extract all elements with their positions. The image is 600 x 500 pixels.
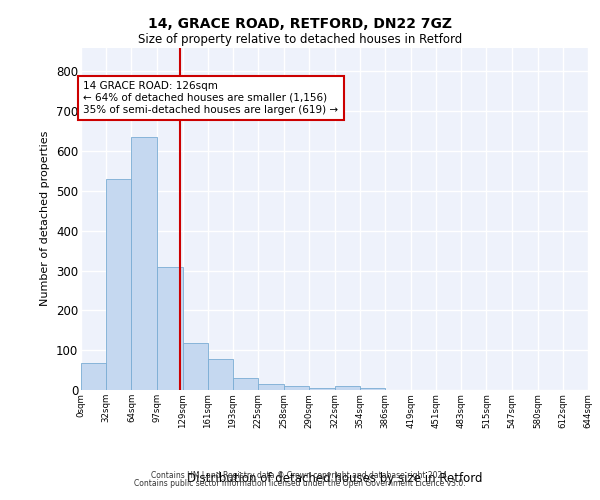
Bar — [182, 343, 208, 390]
Bar — [284, 386, 310, 390]
Bar — [81, 364, 106, 390]
Text: Contains public sector information licensed under the Open Government Licence v3: Contains public sector information licen… — [134, 478, 466, 488]
Text: 14, GRACE ROAD, RETFORD, DN22 7GZ: 14, GRACE ROAD, RETFORD, DN22 7GZ — [148, 18, 452, 32]
Bar — [106, 179, 131, 390]
Bar — [359, 388, 385, 390]
Bar — [233, 378, 258, 390]
X-axis label: Distribution of detached houses by size in Retford: Distribution of detached houses by size … — [187, 472, 482, 485]
Text: Size of property relative to detached houses in Retford: Size of property relative to detached ho… — [138, 32, 462, 46]
Text: 14 GRACE ROAD: 126sqm
← 64% of detached houses are smaller (1,156)
35% of semi-d: 14 GRACE ROAD: 126sqm ← 64% of detached … — [83, 82, 338, 114]
Bar — [157, 266, 182, 390]
Bar — [335, 386, 359, 390]
Bar — [310, 388, 335, 390]
Bar — [258, 384, 284, 390]
Bar — [131, 137, 157, 390]
Y-axis label: Number of detached properties: Number of detached properties — [40, 131, 50, 306]
Text: Contains HM Land Registry data © Crown copyright and database right 2024.: Contains HM Land Registry data © Crown c… — [151, 471, 449, 480]
Bar — [208, 360, 233, 390]
